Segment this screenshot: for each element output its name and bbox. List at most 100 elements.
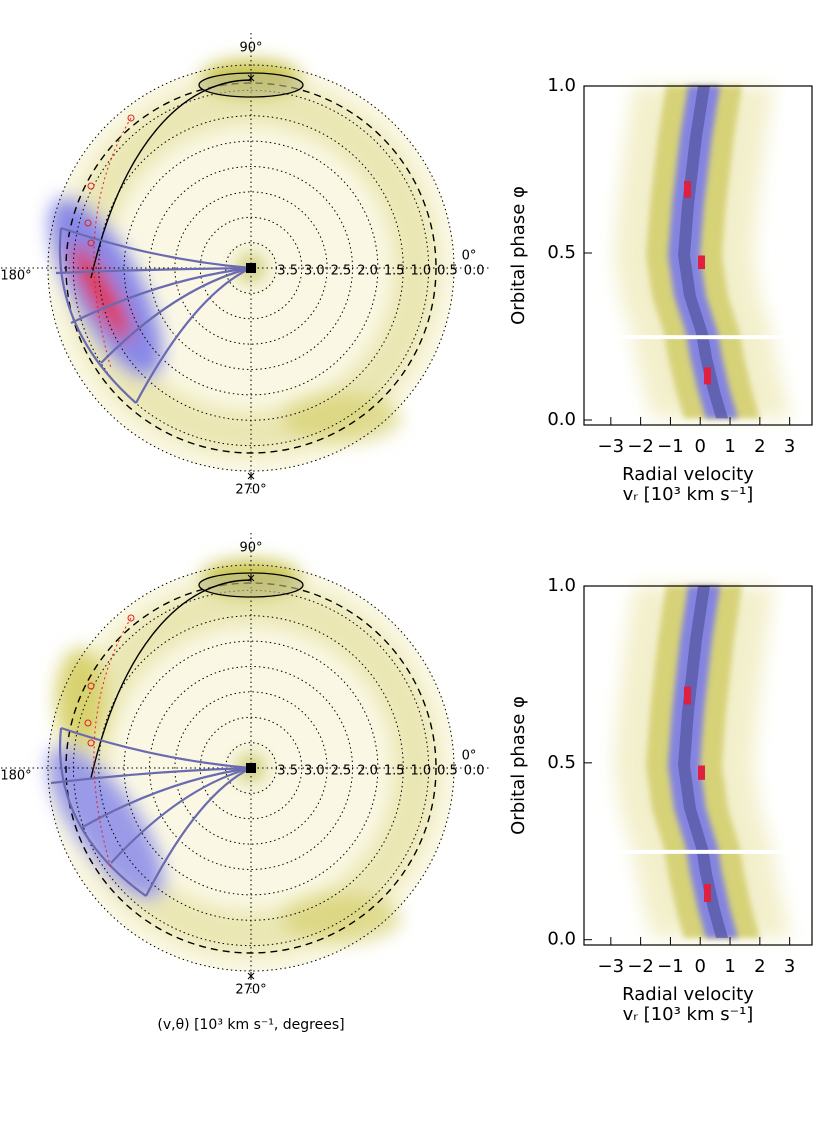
frame — [583, 585, 813, 946]
ring — [47, 564, 455, 972]
x-tick-label: −2 — [627, 956, 654, 977]
y-tick-label: 0.5 — [547, 242, 576, 263]
x-tick-label: −3 — [598, 956, 625, 977]
stream — [90, 579, 252, 779]
x-tick-label: 3 — [784, 956, 795, 977]
polar-map: 3.5 3.0 2.5 2.0 1.5 1.0 0.5 0.0 90° 180° 0° 270° — [0, 33, 491, 498]
x-tick-label: 2 — [754, 956, 765, 977]
star-marker — [247, 972, 255, 980]
red-marker — [87, 239, 95, 247]
angle-label: 90° — [239, 41, 262, 56]
trajectory — [70, 266, 252, 324]
angle-label: 0° — [462, 749, 477, 764]
emission-yellow — [56, 648, 106, 748]
emission-red — [71, 244, 131, 342]
ring-label: 0.5 — [437, 764, 458, 779]
red-marker — [87, 682, 95, 690]
red-marker — [84, 219, 92, 227]
ring-label: 2.0 — [357, 764, 378, 779]
phase-gap — [584, 335, 812, 340]
y-axis-label: Orbital phase φ — [508, 696, 529, 835]
x-axis-label: Radial velocity — [622, 464, 754, 485]
red-marker — [87, 739, 95, 747]
x-tick-label: 1 — [724, 436, 735, 457]
ring-label: 3.5 — [277, 764, 298, 779]
ring-label: 0.0 — [464, 764, 485, 779]
ring-label: 3.0 — [304, 264, 325, 279]
dashed-circle — [65, 82, 437, 454]
y-tick-label: 0.5 — [547, 752, 576, 773]
trace-band — [668, 586, 738, 938]
emission-bottom — [281, 393, 401, 443]
phase-gap — [584, 849, 812, 854]
trajectory — [145, 767, 252, 897]
angle-label: 90° — [239, 541, 262, 556]
x-tick-label: −1 — [657, 436, 684, 457]
trajectory — [50, 766, 252, 785]
primary — [246, 263, 256, 273]
roche-lobe — [198, 72, 304, 98]
trace-peak — [684, 180, 691, 198]
angle-label: 180° — [0, 269, 31, 284]
ring-label: 0.5 — [437, 264, 458, 279]
red-marker — [87, 182, 95, 190]
x-tick-label: −1 — [657, 956, 684, 977]
red-marker — [127, 614, 135, 622]
ring — [199, 216, 303, 320]
y-axis-label: Orbital phase φ — [508, 186, 529, 325]
trace-peak — [698, 765, 705, 780]
trajectory — [55, 266, 252, 275]
ring-label: 3.0 — [304, 764, 325, 779]
polar-map: 3.5 3.0 2.5 2.0 1.5 1.0 0.5 0.0 90° 180° 0° 270° (v,… — [0, 533, 491, 1033]
trace-peak — [704, 367, 711, 385]
angle-label: 270° — [235, 983, 266, 998]
y-tick-label: 0.0 — [547, 929, 576, 950]
frame — [583, 85, 813, 426]
ring — [123, 140, 379, 396]
trajectory — [100, 266, 252, 364]
trace-band — [678, 586, 728, 938]
emission-bottom — [281, 893, 401, 943]
x-tick-label: 3 — [784, 436, 795, 457]
ring — [123, 640, 379, 896]
trajectory — [59, 727, 147, 897]
x-tick-label: −3 — [598, 436, 625, 457]
red-marker — [127, 114, 135, 122]
x-axis-label: Radial velocity — [622, 984, 754, 1005]
trace-peak — [684, 686, 691, 705]
y-tick-label: 1.0 — [547, 575, 576, 596]
trajectory — [60, 726, 252, 770]
y-tick-label: 1.0 — [547, 75, 576, 96]
trace-band — [678, 86, 728, 419]
roche-lobe — [198, 572, 304, 598]
trailed-spectrum: −3 −2 −1 0 1 2 3 0.0 0.5 1.0 Orbital phase φ Radial… — [508, 575, 813, 1025]
stream — [90, 79, 252, 279]
trajectory — [60, 226, 252, 270]
trace-peak — [704, 883, 711, 902]
angle-label: 180° — [0, 769, 31, 784]
red-marker — [84, 719, 92, 727]
ring-label: 3.5 — [277, 264, 298, 279]
ring-label: 1.5 — [384, 764, 405, 779]
trailed-spectrum: −3 −2 −1 0 1 2 3 0.0 0.5 1.0 Orbital phase φ Radial… — [508, 75, 813, 505]
x-tick-label: 2 — [754, 436, 765, 457]
angle-label: 270° — [235, 483, 266, 498]
ring-label: 2.5 — [331, 264, 352, 279]
ring-label: 1.0 — [411, 764, 432, 779]
trajectory — [110, 766, 252, 864]
trace-peak — [698, 255, 705, 270]
star-marker — [247, 472, 255, 480]
x-axis-label: vᵣ [10³ km s⁻¹] — [623, 484, 754, 505]
angle-label: 0° — [462, 249, 477, 264]
trajectory — [80, 766, 252, 829]
trajectory — [135, 267, 252, 404]
ring — [174, 191, 328, 345]
x-tick-label: 1 — [724, 956, 735, 977]
spectrum-image — [584, 586, 812, 938]
x-tick-label: 0 — [695, 956, 706, 977]
dashed-circle — [65, 582, 437, 954]
x-axis-label: vᵣ [10³ km s⁻¹] — [623, 1004, 754, 1025]
x-tick-label: −2 — [627, 436, 654, 457]
spectrum-image — [584, 86, 812, 419]
